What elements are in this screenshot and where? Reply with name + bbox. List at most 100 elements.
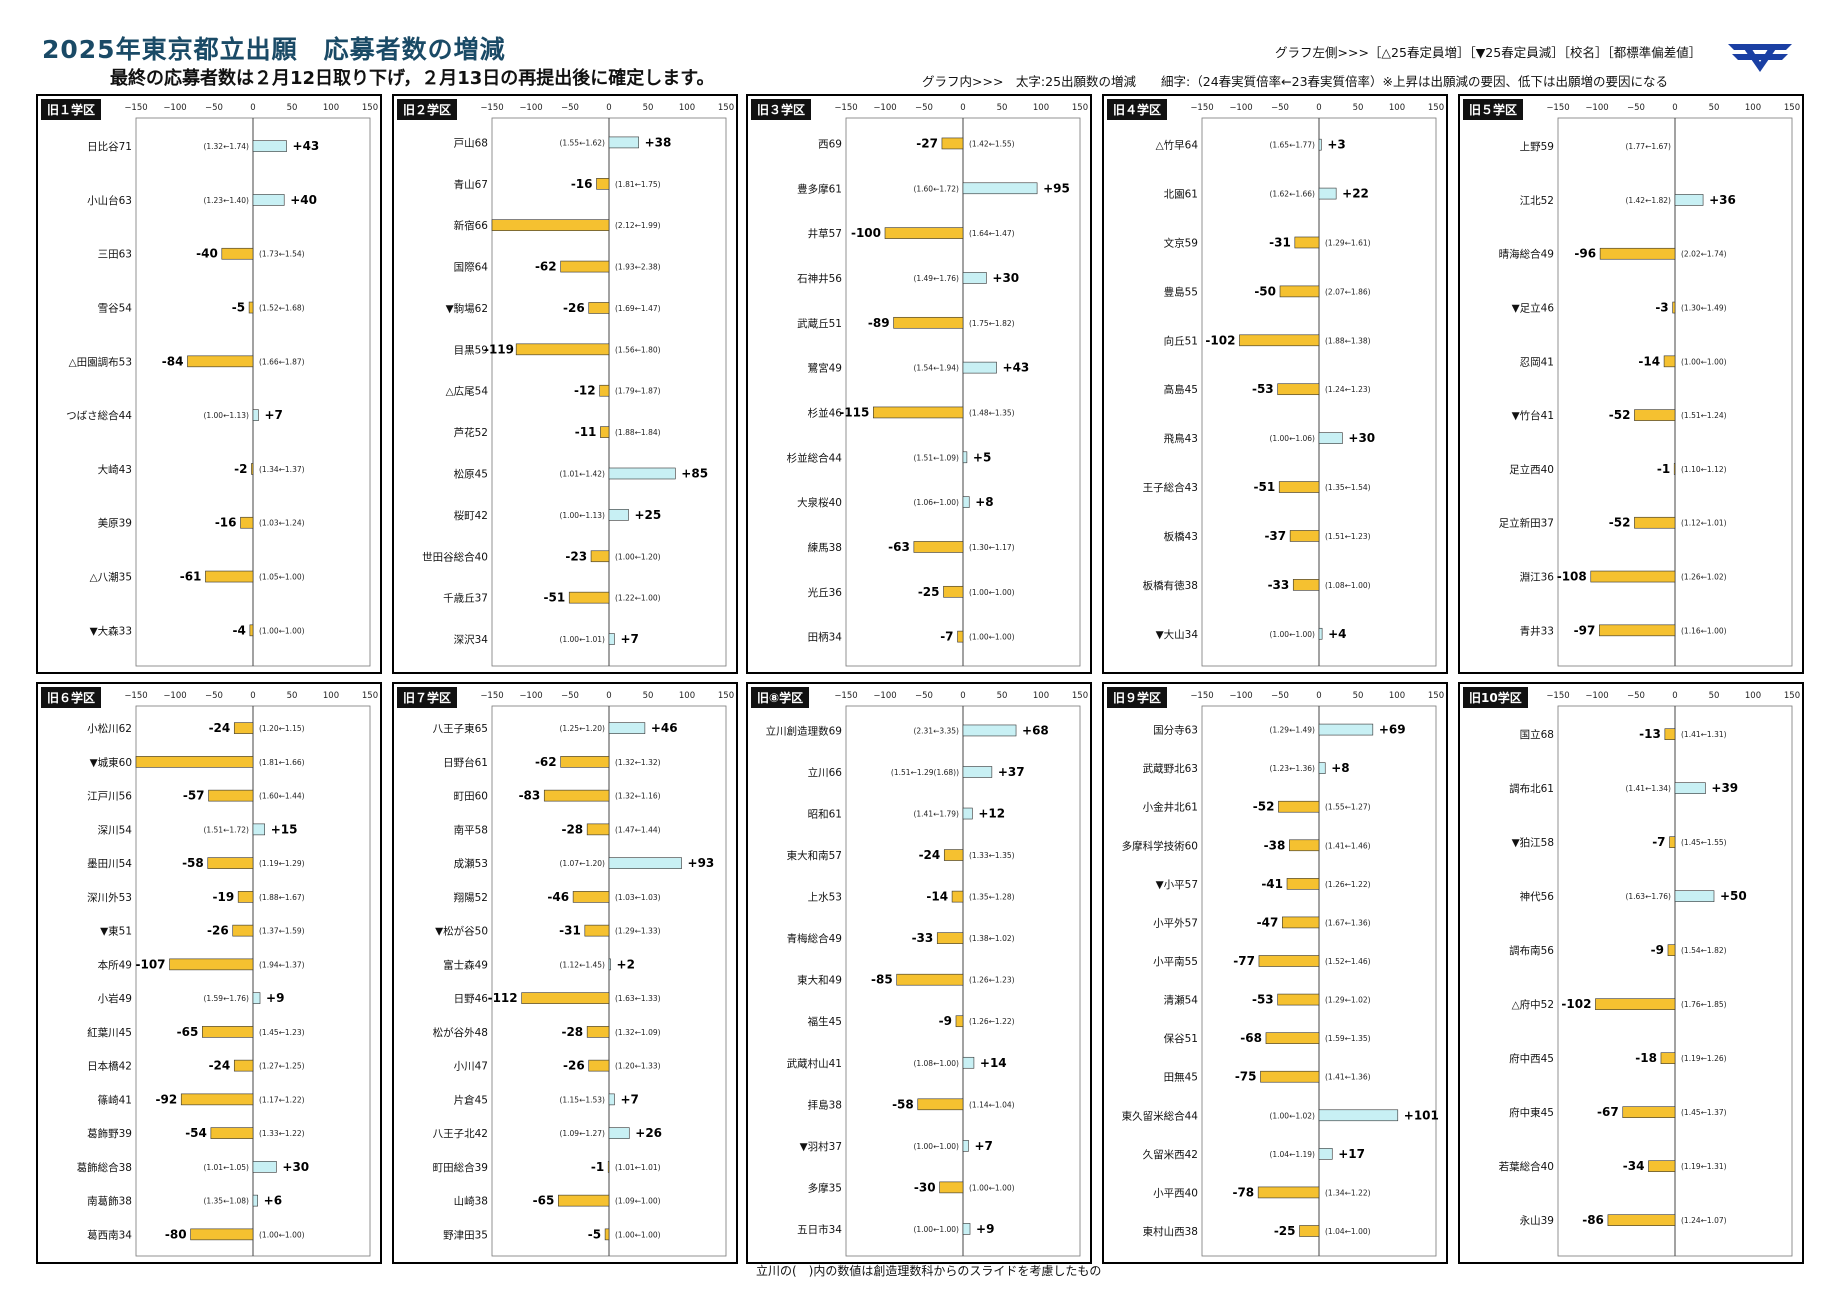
school-name-label: 田柄34 [808, 631, 843, 644]
bar [1265, 1032, 1320, 1044]
school-name-label: 多摩35 [808, 1181, 842, 1194]
ratio-label: (1.27←1.25) [259, 1062, 305, 1071]
ratio-label: (1.41←1.79) [913, 810, 959, 819]
logo-icon [1728, 44, 1792, 72]
school-name-label: ▼小平57 [1156, 879, 1198, 891]
bar-row: 忍岡41 (1.00←1.00) -14 [1520, 354, 1727, 368]
chart-svg: −150 −100 −50 0 50 100 150 国立68 (1.41←1.31) -13 調布… [1499, 691, 1800, 1257]
footnote: 立川の( )内の数値は創造理数科からのスライドを考慮したもの [756, 1264, 1102, 1278]
ratio-label: (1.00←1.01) [559, 635, 605, 644]
value-label: -27 [916, 136, 938, 150]
ratio-label: (1.05←1.00) [259, 573, 305, 582]
value-label: +39 [1711, 781, 1738, 795]
bar-row: 武蔵丘51 (1.75←1.82) -89 [797, 316, 1014, 330]
chart-panel: −150 −100 −50 0 50 100 150 小松川62 (1.20←1.15) -24 ▼… [36, 682, 382, 1264]
chart-panel: −150 −100 −50 0 50 100 150 日比谷71 (1.32←1.74) +43 小… [36, 94, 382, 674]
bar-row: 国分寺63 (1.29←1.49) +69 [1153, 723, 1405, 737]
bar-row: △府中52 (1.76←1.85) -102 [1512, 997, 1727, 1011]
bar [962, 361, 997, 374]
school-name-label: 新宿66 [454, 219, 489, 232]
school-name-label: 東村山西38 [1143, 1225, 1198, 1238]
school-name-label: 文京59 [1164, 236, 1198, 249]
value-label: -80 [165, 1227, 187, 1241]
value-label: -24 [209, 1059, 231, 1073]
ratio-label: (1.41←1.31) [1681, 730, 1727, 739]
bar [1318, 138, 1322, 151]
ratio-label: (1.93←2.38) [615, 263, 661, 272]
value-label: -68 [1240, 1031, 1262, 1045]
ratio-label: (1.49←1.76) [913, 274, 959, 283]
value-label: -5 [588, 1227, 601, 1241]
school-name-label: ▼大森33 [90, 624, 132, 637]
bar [1318, 762, 1326, 774]
bar-row: 豊島55 (2.07←1.86) -50 [1164, 284, 1371, 298]
bar-row: 深川外53 (1.88←1.67) -19 [87, 890, 304, 904]
value-label: -102 [1561, 997, 1591, 1011]
ratio-label: (1.06←1.00) [913, 498, 959, 507]
bar [873, 406, 964, 419]
bar [521, 992, 610, 1004]
ratio-label: (1.33←1.35) [969, 851, 1015, 860]
bar-row: 向丘51 (1.88←1.38) -102 [1164, 333, 1371, 347]
bar-row: 田無45 (1.41←1.36) -75 [1164, 1070, 1371, 1084]
bar [169, 958, 254, 971]
school-name-label: ▼松が谷50 [435, 925, 488, 938]
value-label: -5 [232, 301, 245, 315]
bar [1289, 530, 1320, 542]
bar-row: 立川66 (1.51←1.29(1.68)) +37 [808, 765, 1025, 779]
bar [248, 301, 254, 314]
bar-row: △広尾54 (1.79←1.87) -12 [446, 384, 661, 398]
ratio-label: (1.10←1.12) [1681, 465, 1727, 474]
ratio-label: (1.41←1.46) [1325, 841, 1371, 850]
chart-svg: −150 −100 −50 0 50 100 150 上野59 (1.77←1.67) 江北52 (… [1499, 103, 1800, 667]
value-label: -96 [1574, 247, 1596, 261]
ratio-label: (1.45←1.37) [1681, 1108, 1727, 1117]
tick-label: −100 [873, 691, 896, 701]
bar-row: 紅葉川45 (1.45←1.23) -65 [87, 1025, 304, 1039]
value-label: -1 [1657, 462, 1670, 476]
region-badge: 旧５学区 [1463, 99, 1524, 120]
tick-label: 100 [1745, 691, 1761, 701]
school-name-label: 府中東45 [1509, 1106, 1554, 1119]
school-name-label: 青梅総合49 [787, 932, 842, 945]
bar [1278, 481, 1320, 493]
bar [1648, 1160, 1676, 1173]
bar [221, 247, 254, 260]
value-label: -83 [519, 789, 541, 803]
bar-row: 武蔵野北63 (1.23←1.36) +8 [1143, 761, 1350, 775]
ratio-label: (1.29←1.02) [1325, 996, 1371, 1005]
ratio-label: (1.03←1.24) [259, 519, 305, 528]
value-label: -119 [484, 342, 514, 356]
tick-label: 150 [1428, 691, 1444, 701]
bar [586, 1026, 610, 1038]
tick-label: −100 [873, 103, 896, 113]
tick-label: −150 [124, 691, 147, 701]
value-label: -1 [591, 1160, 604, 1174]
ratio-label: (1.62←1.66) [1269, 190, 1315, 199]
bar [187, 355, 254, 368]
bar-row: 小金井北61 (1.55←1.27) -52 [1143, 800, 1371, 814]
bar-row: 淵江36 (1.26←1.02) -108 [1520, 570, 1727, 584]
bar-row: 南葛飾38 (1.35←1.08) +6 [87, 1194, 282, 1208]
tick-label: 50 [1353, 103, 1364, 113]
tick-label: 0 [1316, 691, 1321, 701]
school-name-label: 戸山68 [454, 137, 488, 149]
bar-row: 江戸川56 (1.60←1.44) -57 [87, 789, 304, 803]
school-name-label: 拝島38 [808, 1098, 842, 1111]
school-name-label: 武蔵丘51 [797, 317, 842, 330]
bar-row: 江北52 (1.42←1.82) +36 [1520, 193, 1736, 207]
value-label: -77 [1233, 954, 1255, 968]
tick-label: −150 [480, 103, 503, 113]
bar [608, 136, 639, 149]
school-name-label: 小松川62 [87, 722, 132, 735]
value-label: -52 [1253, 800, 1275, 814]
school-name-label: 町田総合39 [433, 1161, 488, 1174]
bar-row: 北園61 (1.62←1.66) +22 [1164, 187, 1369, 201]
tick-label: −150 [1190, 103, 1213, 113]
tick-label: 150 [718, 103, 734, 113]
bar [558, 1194, 610, 1207]
school-name-label: 立川創造理数69 [766, 724, 842, 737]
ratio-label: (1.45←1.23) [259, 1028, 305, 1037]
tick-label: −100 [163, 691, 186, 701]
bar [1318, 1109, 1399, 1122]
